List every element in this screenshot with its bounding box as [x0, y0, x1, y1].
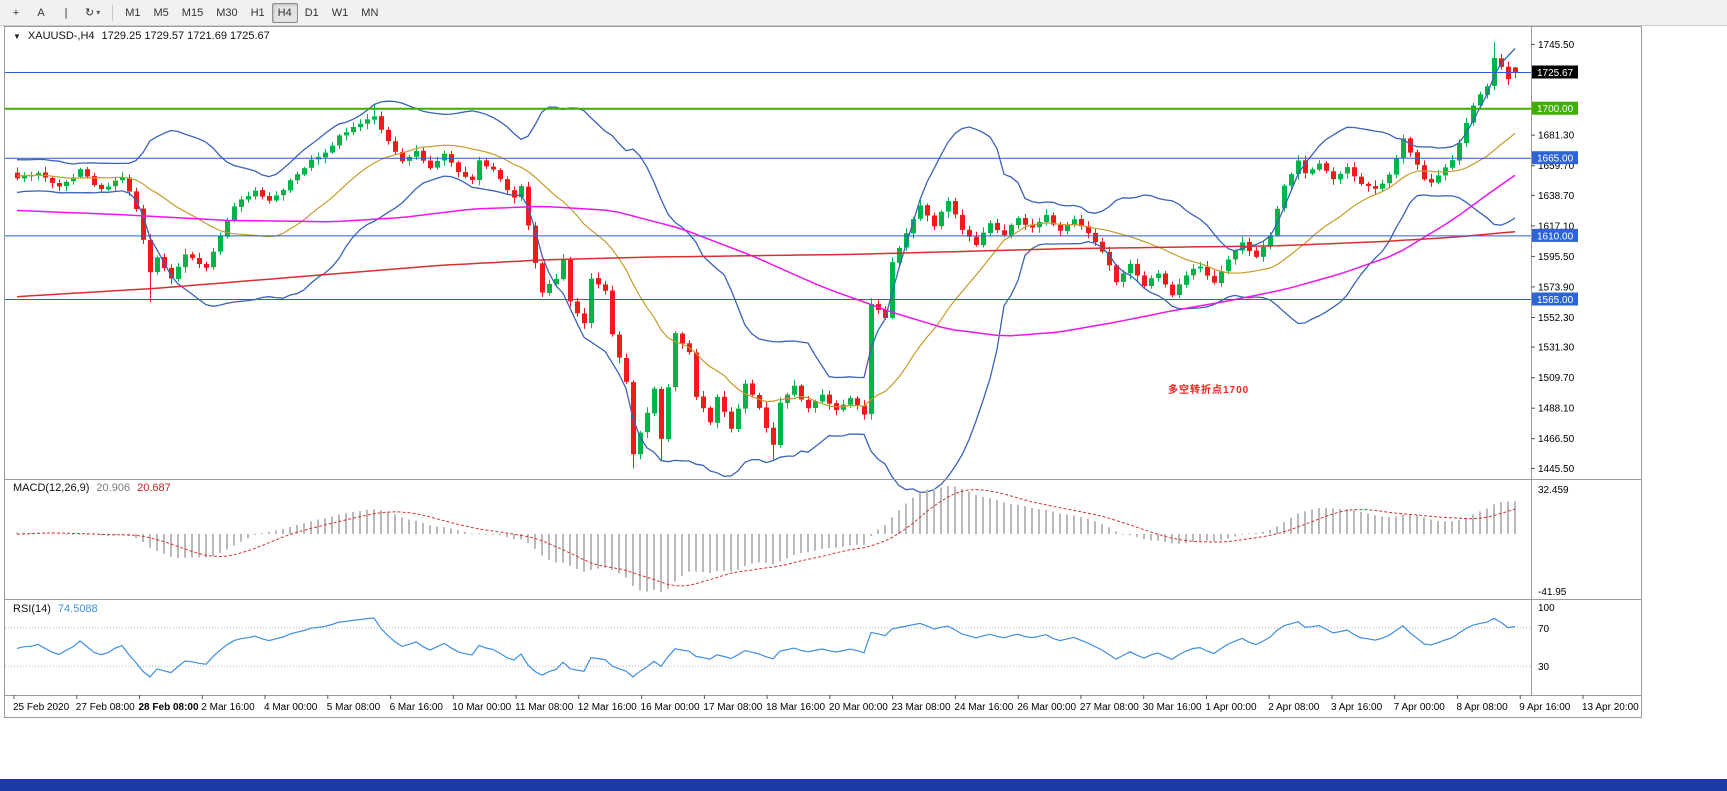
timeframe-m15-button[interactable]: M15 [176, 3, 209, 23]
toolbar: + A | ↻ ▾ M1 M5 M15 M30 H1 H4 D1 W1 MN [0, 0, 1727, 26]
svg-text:1665.00: 1665.00 [1537, 154, 1574, 165]
ma-lines [16, 132, 1516, 408]
symbol-collapse-icon[interactable]: ▼ [13, 32, 21, 41]
svg-text:17 Mar 08:00: 17 Mar 08:00 [703, 702, 762, 713]
svg-text:7 Apr 00:00: 7 Apr 00:00 [1394, 702, 1446, 713]
timeframe-h1-button[interactable]: H1 [245, 3, 271, 23]
svg-text:11 Mar 08:00: 11 Mar 08:00 [515, 702, 574, 713]
svg-text:1488.10: 1488.10 [1538, 404, 1575, 415]
svg-text:9 Apr 16:00: 9 Apr 16:00 [1519, 702, 1571, 713]
svg-text:24 Mar 16:00: 24 Mar 16:00 [954, 702, 1013, 713]
svg-text:16 Mar 00:00: 16 Mar 00:00 [641, 702, 700, 713]
candlesticks [15, 42, 1518, 469]
svg-text:8 Apr 08:00: 8 Apr 08:00 [1457, 702, 1509, 713]
svg-text:10 Mar 00:00: 10 Mar 00:00 [452, 702, 511, 713]
chart-window: 多空转折点1700 1745.50 1681.30 1659.70 1638.70 161… [4, 26, 1642, 718]
text-tool-icon[interactable]: A [29, 3, 53, 23]
svg-text:6 Mar 16:00: 6 Mar 16:00 [390, 702, 444, 713]
svg-text:1509.70: 1509.70 [1538, 373, 1575, 384]
svg-text:1659.70: 1659.70 [1538, 161, 1575, 172]
bollinger-bands [16, 48, 1516, 493]
svg-text:-41.95: -41.95 [1538, 587, 1567, 598]
toolbar-separator [112, 4, 114, 21]
svg-text:20 Mar 00:00: 20 Mar 00:00 [829, 702, 888, 713]
svg-text:27 Feb 08:00: 27 Feb 08:00 [76, 702, 135, 713]
cycle-symbols-icon[interactable]: ↻ ▾ [79, 3, 106, 23]
crosshair-tool-icon[interactable]: + [4, 3, 28, 23]
level-lines[interactable] [5, 72, 1531, 300]
svg-text:27 Mar 08:00: 27 Mar 08:00 [1080, 702, 1139, 713]
timeframe-h4-button[interactable]: H4 [271, 2, 298, 23]
svg-text:3 Apr 16:00: 3 Apr 16:00 [1331, 702, 1383, 713]
svg-text:12 Mar 16:00: 12 Mar 16:00 [578, 702, 637, 713]
bottom-taskbar-strip [0, 779, 1727, 791]
svg-text:1725.67: 1725.67 [1537, 68, 1574, 79]
svg-text:18 Mar 16:00: 18 Mar 16:00 [766, 702, 825, 713]
time-axis: 25 Feb 2020 27 Feb 08:00 28 Feb 08:00 2 Mar… [13, 695, 1639, 713]
svg-text:30: 30 [1538, 662, 1550, 673]
timeframe-m30-button[interactable]: M30 [210, 3, 243, 23]
svg-text:1610.00: 1610.00 [1537, 231, 1574, 242]
svg-text:1617.10: 1617.10 [1538, 221, 1575, 232]
timeframe-d1-button[interactable]: D1 [299, 3, 325, 23]
timeframe-w1-button[interactable]: W1 [326, 3, 355, 23]
svg-text:2 Apr 08:00: 2 Apr 08:00 [1268, 702, 1320, 713]
svg-text:1681.30: 1681.30 [1538, 131, 1575, 142]
svg-text:1745.50: 1745.50 [1538, 40, 1575, 51]
svg-text:23 Mar 08:00: 23 Mar 08:00 [892, 702, 951, 713]
price-axis: 1745.50 1681.30 1659.70 1638.70 1617.10 1595.… [1531, 40, 1578, 673]
annotation-text[interactable]: 多空转折点1700 [1168, 383, 1249, 396]
svg-text:多空转折点1700: 多空转折点1700 [1168, 383, 1249, 396]
svg-text:25 Feb 2020: 25 Feb 2020 [13, 702, 70, 713]
macd-pane [16, 486, 1516, 592]
svg-text:1531.30: 1531.30 [1538, 343, 1575, 354]
chevron-down-icon: ▾ [96, 8, 101, 17]
svg-text:5 Mar 08:00: 5 Mar 08:00 [327, 702, 381, 713]
svg-text:100: 100 [1538, 603, 1555, 614]
svg-text:30 Mar 16:00: 30 Mar 16:00 [1143, 702, 1202, 713]
timeframe-m5-button[interactable]: M5 [148, 3, 175, 23]
timeframe-mn-button[interactable]: MN [355, 3, 384, 23]
main-chart-area[interactable]: 多空转折点1700 1745.50 1681.30 1659.70 1638.70 161… [5, 27, 1641, 717]
svg-text:32.459: 32.459 [1538, 485, 1569, 496]
svg-text:70: 70 [1538, 624, 1550, 635]
svg-text:13 Apr 20:00: 13 Apr 20:00 [1582, 702, 1639, 713]
svg-text:2 Mar 16:00: 2 Mar 16:00 [201, 702, 255, 713]
rsi-pane [5, 617, 1531, 678]
timeframe-m1-button[interactable]: M1 [119, 3, 146, 23]
svg-text:1466.50: 1466.50 [1538, 434, 1575, 445]
svg-text:26 Mar 00:00: 26 Mar 00:00 [1017, 702, 1076, 713]
svg-text:1700.00: 1700.00 [1537, 104, 1574, 115]
vertical-line-tool-icon[interactable]: | [54, 3, 78, 23]
svg-text:1552.30: 1552.30 [1538, 313, 1575, 324]
cycle-glyph: ↻ [85, 7, 95, 19]
svg-text:1565.00: 1565.00 [1537, 295, 1574, 306]
svg-text:1595.50: 1595.50 [1538, 252, 1575, 263]
svg-text:1573.90: 1573.90 [1538, 282, 1575, 293]
svg-text:4 Mar 00:00: 4 Mar 00:00 [264, 702, 318, 713]
svg-text:1 Apr 00:00: 1 Apr 00:00 [1205, 702, 1257, 713]
svg-text:1445.50: 1445.50 [1538, 464, 1575, 475]
svg-text:28 Feb 08:00: 28 Feb 08:00 [139, 702, 199, 713]
svg-text:1638.70: 1638.70 [1538, 191, 1575, 202]
pane-frame [5, 27, 1641, 696]
